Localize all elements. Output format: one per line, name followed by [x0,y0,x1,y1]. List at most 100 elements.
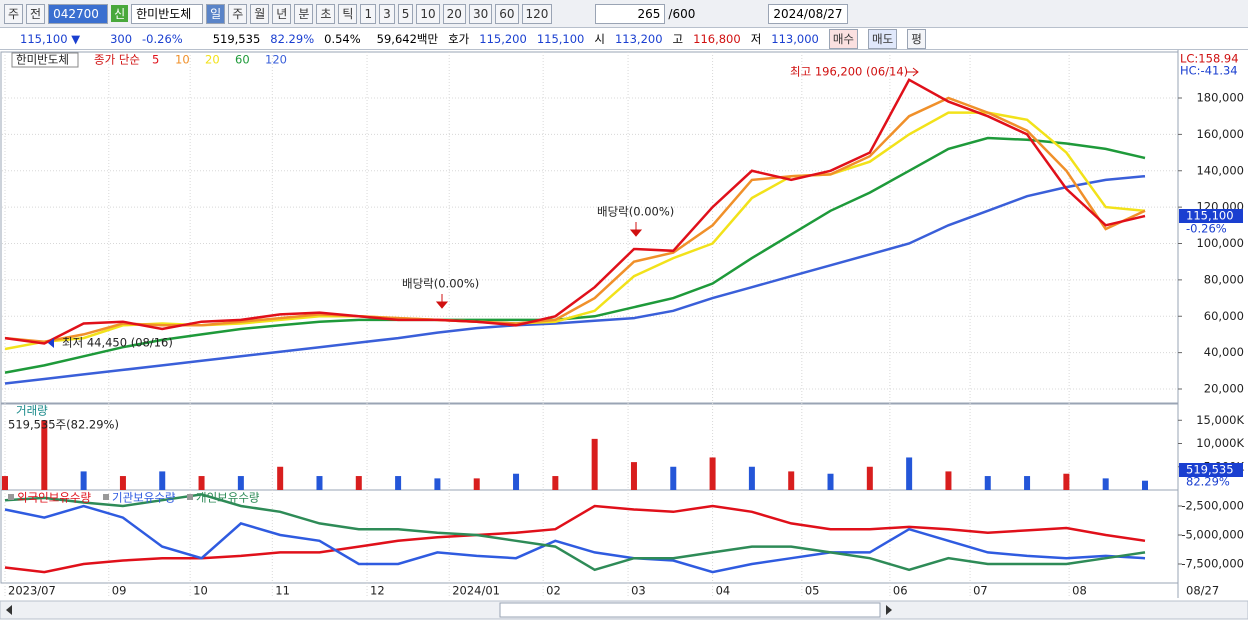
period-button[interactable]: 년 [272,3,292,24]
low-label: 저 [750,31,762,46]
legend-box [11,52,79,68]
code-input[interactable]: 042700 [48,3,109,24]
change: 300 [110,31,133,46]
bar [552,476,559,490]
panel-frame [0,489,1179,584]
x-tick-label: 02 [546,584,561,598]
period-button[interactable]: 주 [228,3,248,24]
ask: 115,200 [479,31,527,46]
series-line [4,504,1146,574]
toolbar: 주 전 042700 신 한미반도체 일 주 월 년 분 초 틱 1 3 5 1… [0,0,1248,28]
bid: 115,100 [536,31,585,46]
interval-button[interactable]: 1 [360,3,377,24]
turnover: 0.54% [324,31,361,46]
panel-frame [0,403,1179,491]
open: 113,200 [614,31,663,46]
legend-swatch [187,494,193,500]
interval-button[interactable]: 120 [521,3,553,24]
buy-button[interactable]: 매수 [828,28,859,49]
y-tick-label: 180,000 [1196,91,1244,105]
marker-arrow [906,67,919,77]
count-input[interactable]: 265 [595,3,666,24]
count-max: /600 [668,6,696,21]
period-button[interactable]: 월 [250,3,270,24]
period-button[interactable]: 일 [206,3,226,24]
bar [788,471,795,490]
open-label: 시 [594,31,605,46]
y-tick-label: 140,000 [1196,163,1244,177]
legend-entry: 120 [265,53,287,67]
bar [1063,473,1070,490]
legend-swatch [8,494,14,500]
annotation: 배당락(0.00%) [597,205,674,219]
last-date: 08/27 [1186,584,1219,598]
x-tick-label: 05 [805,584,820,598]
bar [1142,480,1148,490]
prev-button[interactable]: 전 [26,3,46,24]
period-button[interactable]: 분 [294,3,314,24]
legend-swatch [103,494,109,500]
interval-button[interactable]: 3 [379,3,395,24]
volume-rate: 82.29% [1186,475,1230,489]
marker-arrow [48,338,54,348]
y-tick-label: 60,000 [1204,309,1244,323]
bar [513,473,520,490]
y-tick-label: 100,000 [1196,236,1244,250]
scroll-left [6,605,12,615]
legend-title: 종가 단순 [94,53,140,67]
series-line [4,96,1146,343]
bar [984,476,991,490]
y-tick-label: 20,000 [1204,381,1244,395]
interval-button[interactable]: 5 [397,3,414,24]
bar [827,473,834,490]
change-rate: -0.26% [142,31,183,46]
bar [591,438,598,490]
bar [709,457,716,490]
interval-button[interactable]: 10 [416,3,440,24]
bar [1102,478,1109,490]
ask-label: 호가 [448,31,470,46]
bar [316,476,323,490]
volume: 519,535 [212,31,261,46]
high: 116,800 [693,31,741,46]
x-tick-label: 08 [1072,584,1087,598]
interval-button[interactable]: 60 [495,3,519,24]
x-tick-label: 07 [973,584,988,598]
bar [670,466,677,490]
period-button[interactable]: 초 [316,3,336,24]
y-tick-label: -7,500,000 [1181,556,1244,570]
period-button[interactable]: 틱 [338,3,358,24]
x-tick-label: 06 [893,584,908,598]
bar [80,471,87,490]
bar [395,476,402,490]
sell-button[interactable]: 매도 [868,28,898,49]
scroll-right [886,605,892,615]
interval-button[interactable]: 30 [468,3,493,24]
amount: 59,642백만 [376,31,439,46]
x-tick-label: 03 [631,584,646,598]
marker-arrow [435,294,449,309]
series-line [4,174,1146,385]
interval-button[interactable]: 20 [442,3,466,24]
market-select[interactable]: 주 [4,3,24,24]
scroll-thumb [499,602,881,618]
bar [237,476,244,490]
bar [630,462,637,490]
x-tick-label: 04 [716,584,731,598]
series-line [4,493,1146,572]
bar [906,457,913,490]
y-tick-label: -2,500,000 [1181,499,1244,513]
date-input[interactable]: 2024/08/27 [768,3,848,24]
legend-entry: 60 [235,53,250,67]
legend-entry: 외국인보유수량 [17,491,91,505]
series-line [4,504,1146,574]
annotation: 최고 196,200 (06/14) [790,65,908,79]
bar [945,471,952,490]
lc-label: LC:158.94 [1180,52,1239,66]
avg-button[interactable]: 평 [907,28,926,49]
legend-entry: 10 [175,53,190,67]
bar [277,466,284,490]
low: 113,000 [771,31,819,46]
annotation: 배당락(0.00%) [402,277,479,291]
